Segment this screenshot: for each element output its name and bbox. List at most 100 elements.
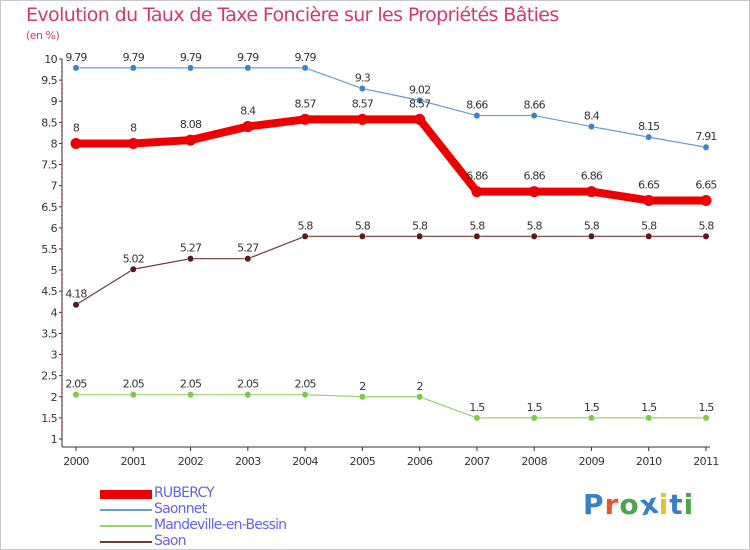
legend-swatch — [100, 541, 152, 543]
data-label: 2.05 — [294, 378, 316, 391]
data-point — [70, 137, 82, 149]
x-tick-label: 2006 — [407, 455, 433, 468]
data-point — [416, 96, 424, 104]
legend-swatch — [100, 489, 152, 499]
data-point — [643, 194, 655, 206]
data-point — [129, 391, 137, 399]
data-label: 5.8 — [469, 219, 485, 232]
data-label: 6.86 — [524, 170, 546, 183]
legend-label: Saonnet — [154, 501, 207, 517]
data-point — [702, 232, 710, 240]
data-point — [72, 301, 80, 309]
data-label: 1.5 — [698, 401, 714, 414]
data-label: 8 — [130, 121, 137, 134]
data-label: 9.79 — [65, 51, 87, 64]
data-point — [301, 391, 309, 399]
data-label: 5.8 — [412, 219, 428, 232]
series-line — [75, 394, 707, 419]
chart-subtitle: (en %) — [26, 29, 60, 42]
y-tick-label: 5 — [51, 264, 58, 277]
data-point — [702, 143, 710, 151]
data-point — [244, 391, 252, 399]
data-label: 8.4 — [584, 110, 600, 123]
data-label: 5.8 — [298, 219, 314, 232]
series-layer — [70, 64, 712, 422]
data-point — [358, 393, 366, 401]
proxiti-logo: Proxiti — [583, 486, 695, 523]
data-label: 1.5 — [469, 401, 485, 414]
data-label: 1.5 — [584, 401, 600, 414]
data-point — [473, 414, 481, 422]
data-point — [530, 112, 538, 119]
legend-label: RUBERCY — [154, 485, 215, 501]
data-label: 8.15 — [638, 120, 660, 133]
data-label: 1.5 — [641, 401, 657, 414]
y-tick-label: 6.5 — [41, 201, 57, 214]
data-point — [473, 112, 481, 119]
data-point — [585, 186, 597, 198]
data-point — [127, 137, 139, 149]
data-label: 6.65 — [638, 178, 660, 191]
data-label: 5.27 — [237, 242, 259, 255]
y-tick-label: 4.5 — [41, 285, 57, 298]
x-tick-label: 2011 — [693, 455, 719, 468]
data-point — [645, 414, 653, 422]
data-point — [358, 232, 366, 240]
legend-label: Saon — [154, 533, 187, 549]
data-point — [129, 265, 137, 273]
y-tick-label: 1.5 — [41, 412, 57, 425]
data-label: 9.79 — [294, 51, 316, 64]
data-label: 4.18 — [65, 288, 87, 301]
data-label: 5.8 — [355, 219, 371, 232]
data-label: 9.79 — [123, 51, 145, 64]
data-point — [645, 133, 653, 141]
legend-swatch — [100, 525, 152, 527]
series-saon — [72, 232, 710, 309]
y-tick-label: 8 — [51, 137, 58, 150]
series-rubercy — [70, 113, 712, 206]
data-label: 6.86 — [581, 170, 603, 183]
y-tick-label: 2.5 — [41, 370, 57, 383]
data-point — [358, 85, 366, 92]
data-label: 2.05 — [180, 378, 202, 391]
data-label: 8.57 — [409, 97, 431, 110]
data-label: 5.8 — [641, 219, 657, 232]
y-tick-label: 2 — [51, 391, 57, 404]
data-label: 5.27 — [180, 242, 202, 255]
data-point — [72, 64, 80, 72]
data-point — [299, 113, 311, 125]
axes: 1 1.5 2 2.5 3 3.5 4 4.5 5 5.5 6 6.5 7 7.5 8 8.5 9 9.5 10 20… — [41, 53, 719, 468]
x-tick-label: 2004 — [292, 455, 318, 468]
data-label: 9.02 — [409, 83, 430, 96]
x-tick-label: 2000 — [63, 455, 89, 468]
series-line — [72, 115, 710, 205]
data-point — [588, 123, 595, 130]
data-label: 1.5 — [527, 401, 543, 414]
data-point — [416, 232, 424, 240]
y-tick-label: 10 — [44, 53, 57, 66]
data-label: 9.79 — [180, 51, 202, 64]
series-mandeville-en-bessin — [72, 391, 710, 422]
data-point — [72, 391, 80, 399]
y-tick-label: 1 — [51, 433, 57, 446]
data-point — [528, 186, 540, 198]
data-point — [129, 64, 137, 72]
data-label: 5.8 — [584, 219, 600, 232]
data-label: 2.05 — [123, 378, 145, 391]
data-point — [242, 121, 254, 133]
data-point — [530, 414, 538, 422]
data-label: 5.8 — [527, 219, 543, 232]
data-label: 8.08 — [180, 118, 202, 131]
y-tick-label: 4 — [51, 306, 58, 319]
y-tick-label: 3 — [51, 349, 58, 362]
data-label: 8.4 — [240, 105, 256, 118]
data-label: 8.66 — [524, 99, 546, 112]
data-point — [185, 134, 197, 146]
x-tick-label: 2001 — [120, 455, 146, 468]
data-label: 8.66 — [466, 99, 488, 112]
y-tick-label: 7 — [51, 180, 58, 193]
y-tick-label: 5.5 — [41, 243, 57, 256]
data-point — [187, 391, 194, 399]
x-tick-label: 2009 — [579, 455, 605, 468]
data-label: 5.02 — [123, 252, 144, 265]
